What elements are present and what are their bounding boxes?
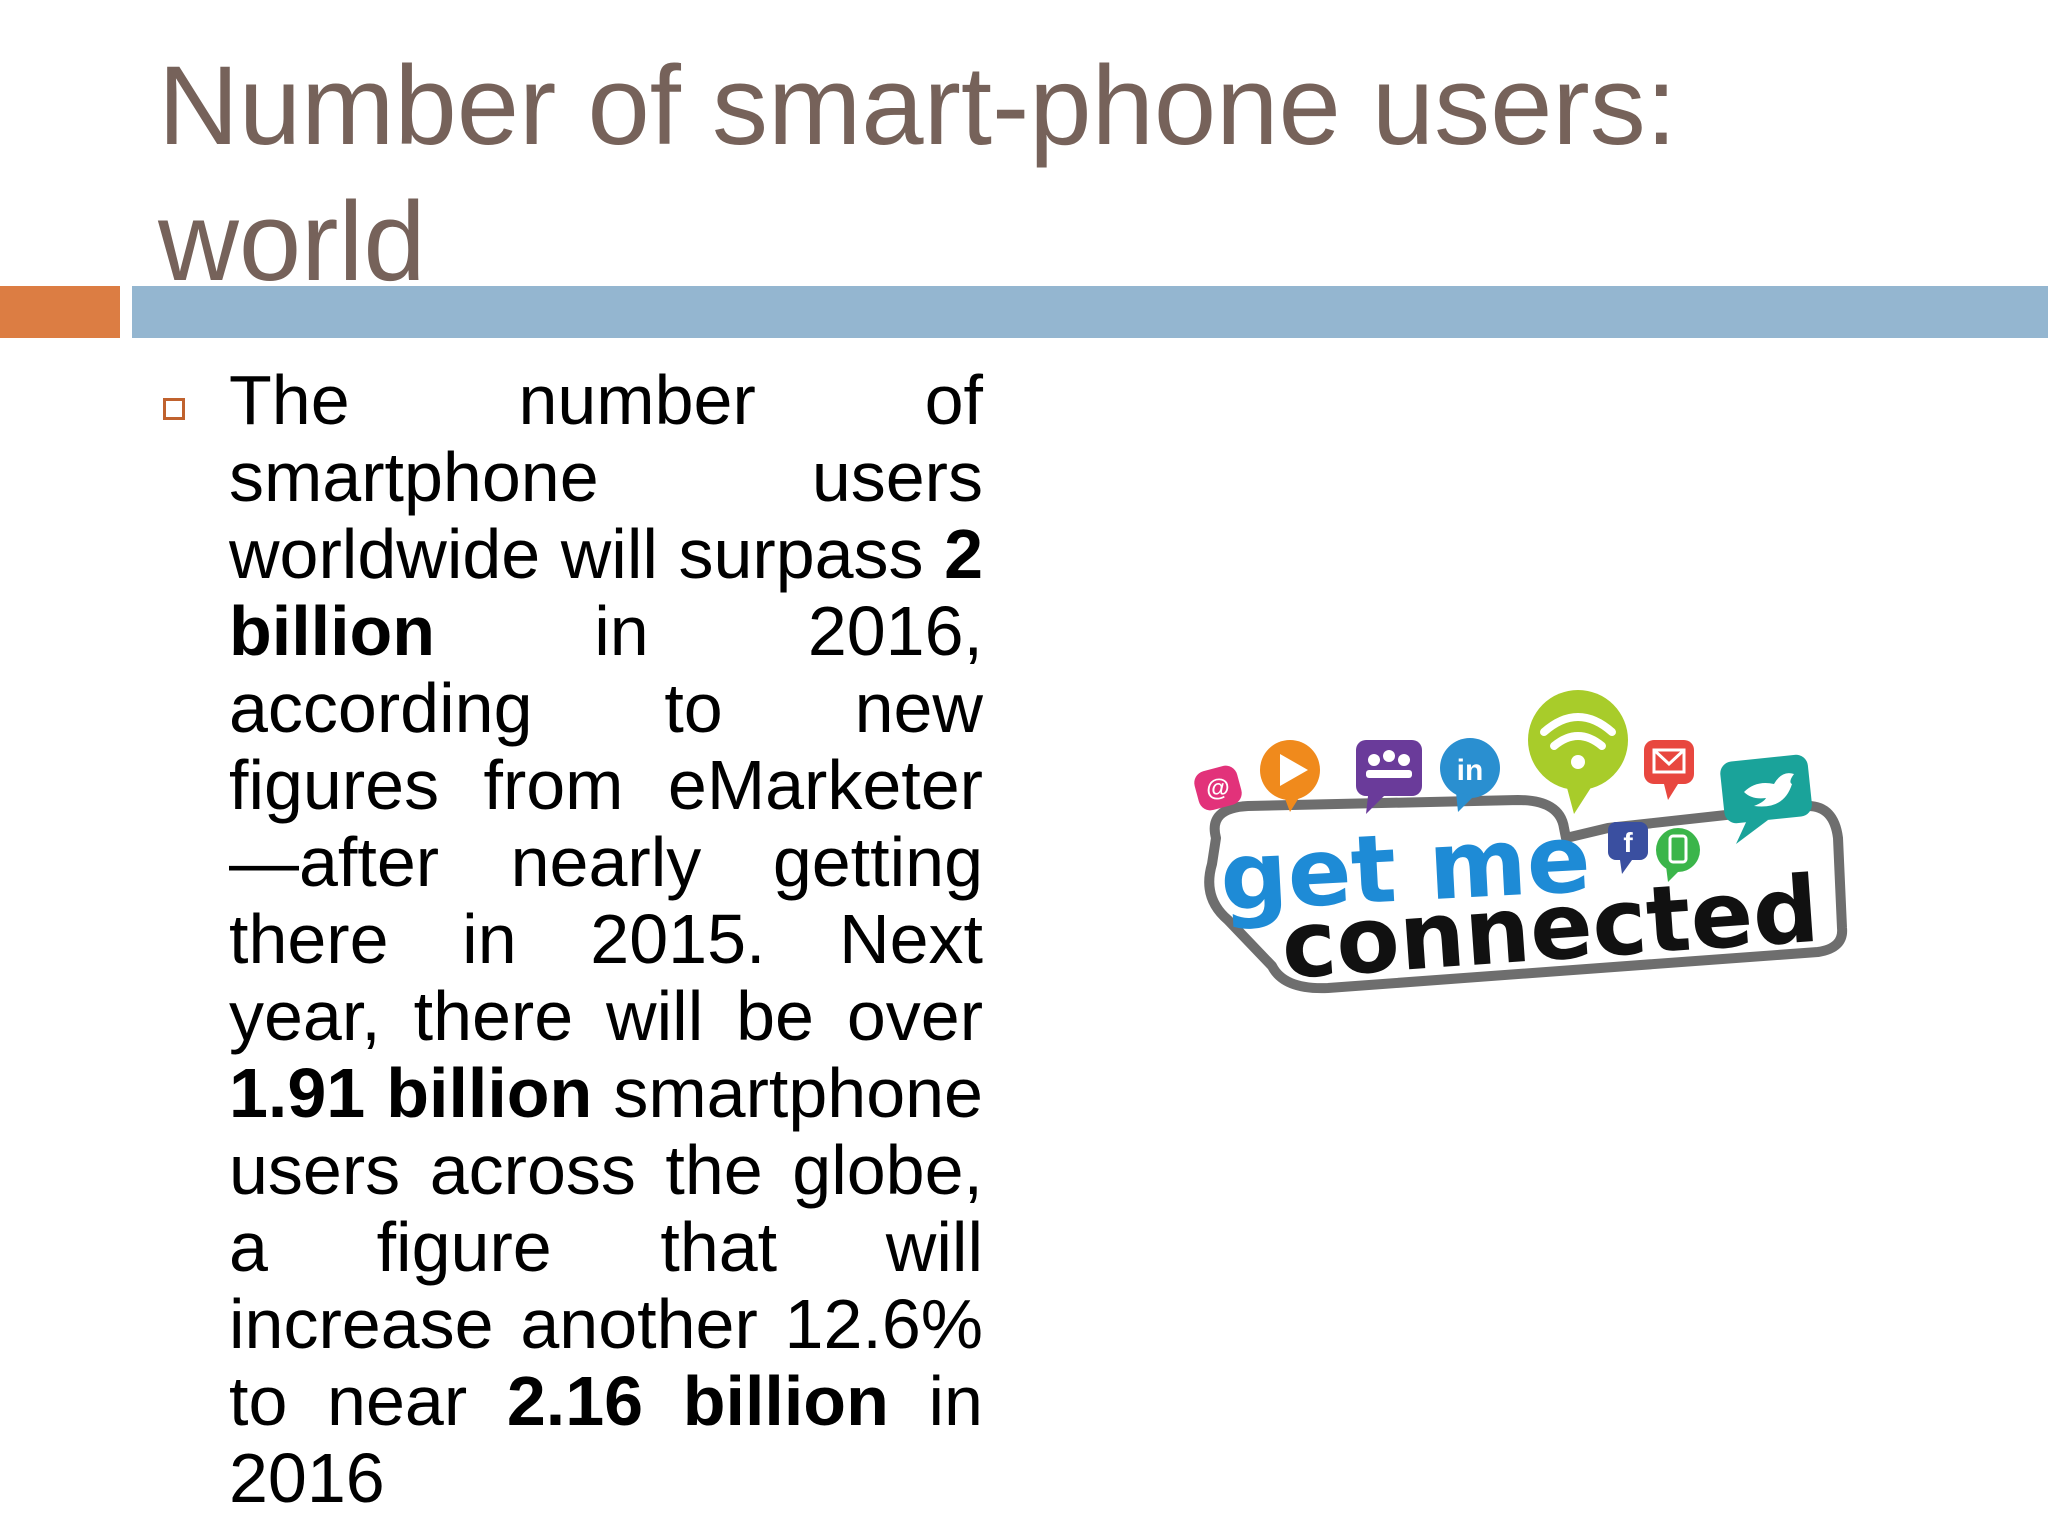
svg-text:f: f — [1623, 827, 1633, 858]
facebook-icon: f — [1608, 822, 1648, 874]
bullet-text-bold2: 1.91 billion — [229, 1054, 593, 1132]
bullet-text-seg2: in 2016, according to new figures from e… — [229, 592, 983, 1055]
people-icon — [1356, 740, 1422, 814]
bullet-text: The number of smartphone users worldwide… — [229, 362, 983, 1517]
slide-title: Number of smart-phone users: world — [158, 43, 1677, 304]
bullet-text-seg3: smartphone users across the globe, a fig… — [229, 1054, 983, 1440]
bullet-text-bold1: 2 billion — [229, 515, 983, 670]
get-me-connected-logo: @ in f — [1194, 690, 1848, 1000]
phone-icon — [1656, 828, 1700, 882]
svg-text:@: @ — [1206, 775, 1229, 802]
svg-text:in: in — [1457, 754, 1484, 787]
title-rule-bar — [132, 286, 2048, 338]
wifi-icon — [1528, 690, 1628, 814]
title-accent-bar — [0, 286, 120, 338]
linkedin-icon: in — [1440, 738, 1500, 812]
bullet-text-seg1: The number of smartphone users worldwide… — [229, 361, 983, 593]
bullet-text-seg4: in 2016 — [229, 1362, 983, 1517]
play-icon — [1260, 740, 1320, 812]
at-icon: @ — [1194, 765, 1242, 811]
bullet-square-icon — [163, 398, 185, 420]
logo-getme-text: get me — [1217, 805, 1593, 933]
bullet-text-bold3: 2.16 billion — [506, 1362, 889, 1440]
twitter-icon — [1720, 754, 1812, 844]
mail-icon — [1644, 740, 1694, 800]
